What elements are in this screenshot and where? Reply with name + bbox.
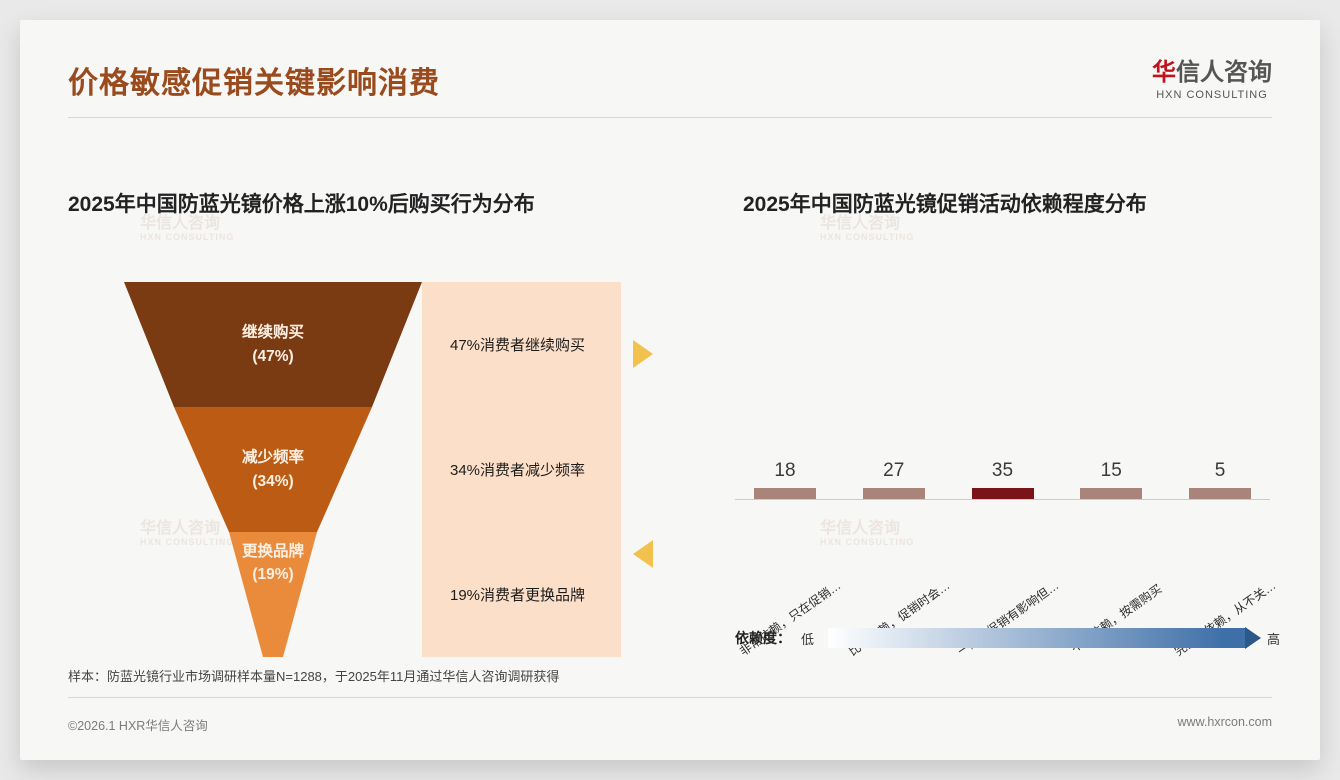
brand-main-accent: 华 — [1152, 59, 1176, 86]
dependency-low-label: 低 — [801, 629, 814, 648]
funnel-row-1: 减少频率 (34%) 34%消费者减少频率 — [124, 407, 621, 532]
website-link[interactable]: www.hxrcon.com — [1178, 715, 1272, 734]
bar-value-0: 18 — [774, 460, 795, 482]
funnel-desc-0: 47%消费者继续购买 — [422, 282, 621, 407]
bar-value-2: 35 — [992, 460, 1013, 482]
bar-rect-2 — [972, 488, 1034, 499]
bar-chart: 18 27 35 15 5 非常依赖，只在促销… 比较依赖，促销时会… — [735, 230, 1280, 650]
bar-xlabel-item-2: 一般，促销有影响但… — [963, 611, 1043, 628]
dependency-gradient-bar — [828, 628, 1247, 648]
bar-value-1: 27 — [883, 460, 904, 482]
bar-col-1[interactable]: 27 — [854, 460, 934, 499]
bar-xlabels: 非常依赖，只在促销… 比较依赖，促销时会… 一般，促销有影响但… 不太依赖，按需… — [735, 611, 1270, 628]
slide-container: 价格敏感促销关键影响消费 华信人咨询 HXN CONSULTING 2025年中… — [20, 20, 1320, 760]
brand-logo: 华信人咨询 HXN CONSULTING — [1152, 52, 1272, 101]
funnel-row-2: 更换品牌 (19%) 19%消费者更换品牌 — [124, 532, 621, 657]
funnel-shape-1: 减少频率 (34%) — [124, 407, 422, 532]
bar-xlabel-item-1: 比较依赖，促销时会… — [854, 611, 934, 628]
funnel-shape-2: 更换品牌 (19%) — [124, 532, 422, 657]
funnel-chart: 继续购买 (47%) 47%消费者继续购买 减少频率 (34%) 34%消费者减… — [124, 282, 621, 657]
bar-col-4[interactable]: 5 — [1180, 460, 1260, 499]
bar-rect-0 — [754, 488, 816, 499]
brand-main-text: 信人咨询 — [1176, 59, 1272, 86]
bar-xlabel-item-3: 不太依赖，按需购买 — [1071, 611, 1151, 628]
bar-rect-4 — [1189, 488, 1251, 499]
left-panel-title: 2025年中国防蓝光镜价格上涨10%后购买行为分布 — [68, 188, 535, 218]
right-panel-title: 2025年中国防蓝光镜促销活动依赖程度分布 — [743, 188, 1147, 218]
bar-value-3: 15 — [1101, 460, 1122, 482]
dependency-caption: 依赖度： — [735, 628, 791, 648]
brand-sub-text: HXN CONSULTING — [1152, 89, 1272, 101]
bar-col-3[interactable]: 15 — [1071, 460, 1151, 499]
header: 价格敏感促销关键影响消费 华信人咨询 HXN CONSULTING — [68, 58, 1272, 118]
dependency-row: 依赖度： 低 高 — [735, 628, 1280, 648]
bar-xlabel-item-0: 非常依赖，只在促销… — [745, 611, 825, 628]
funnel-row-0: 继续购买 (47%) 47%消费者继续购买 — [124, 282, 621, 407]
funnel-desc-1: 34%消费者减少频率 — [422, 407, 621, 532]
funnel-desc-2: 19%消费者更换品牌 — [422, 532, 621, 657]
bar-xlabel-item-4: 完全不依赖，从不关… — [1180, 611, 1260, 628]
watermark-1: 华信人咨询 HXN CONSULTING — [140, 215, 234, 242]
arrow-left-icon — [633, 540, 653, 568]
bar-rect-1 — [863, 488, 925, 499]
copyright-text: ©2026.1 HXR华信人咨询 — [68, 715, 208, 734]
page-title: 价格敏感促销关键影响消费 — [68, 58, 1272, 102]
bar-value-4: 5 — [1215, 460, 1226, 482]
bars-axis: 18 27 35 15 5 — [735, 460, 1270, 500]
dependency-high-label: 高 — [1267, 629, 1280, 648]
bar-col-0[interactable]: 18 — [745, 460, 825, 499]
bar-rect-3 — [1080, 488, 1142, 499]
footer-bottom-row: ©2026.1 HXR华信人咨询 www.hxrcon.com — [68, 715, 1272, 734]
funnel-shape-0: 继续购买 (47%) — [124, 282, 422, 407]
bar-col-2[interactable]: 35 — [963, 460, 1043, 499]
arrow-right-icon — [633, 340, 653, 368]
footnote-text: 样本：防蓝光镜行业市场调研样本量N=1288，于2025年11月通过华信人咨询调… — [68, 666, 1272, 698]
